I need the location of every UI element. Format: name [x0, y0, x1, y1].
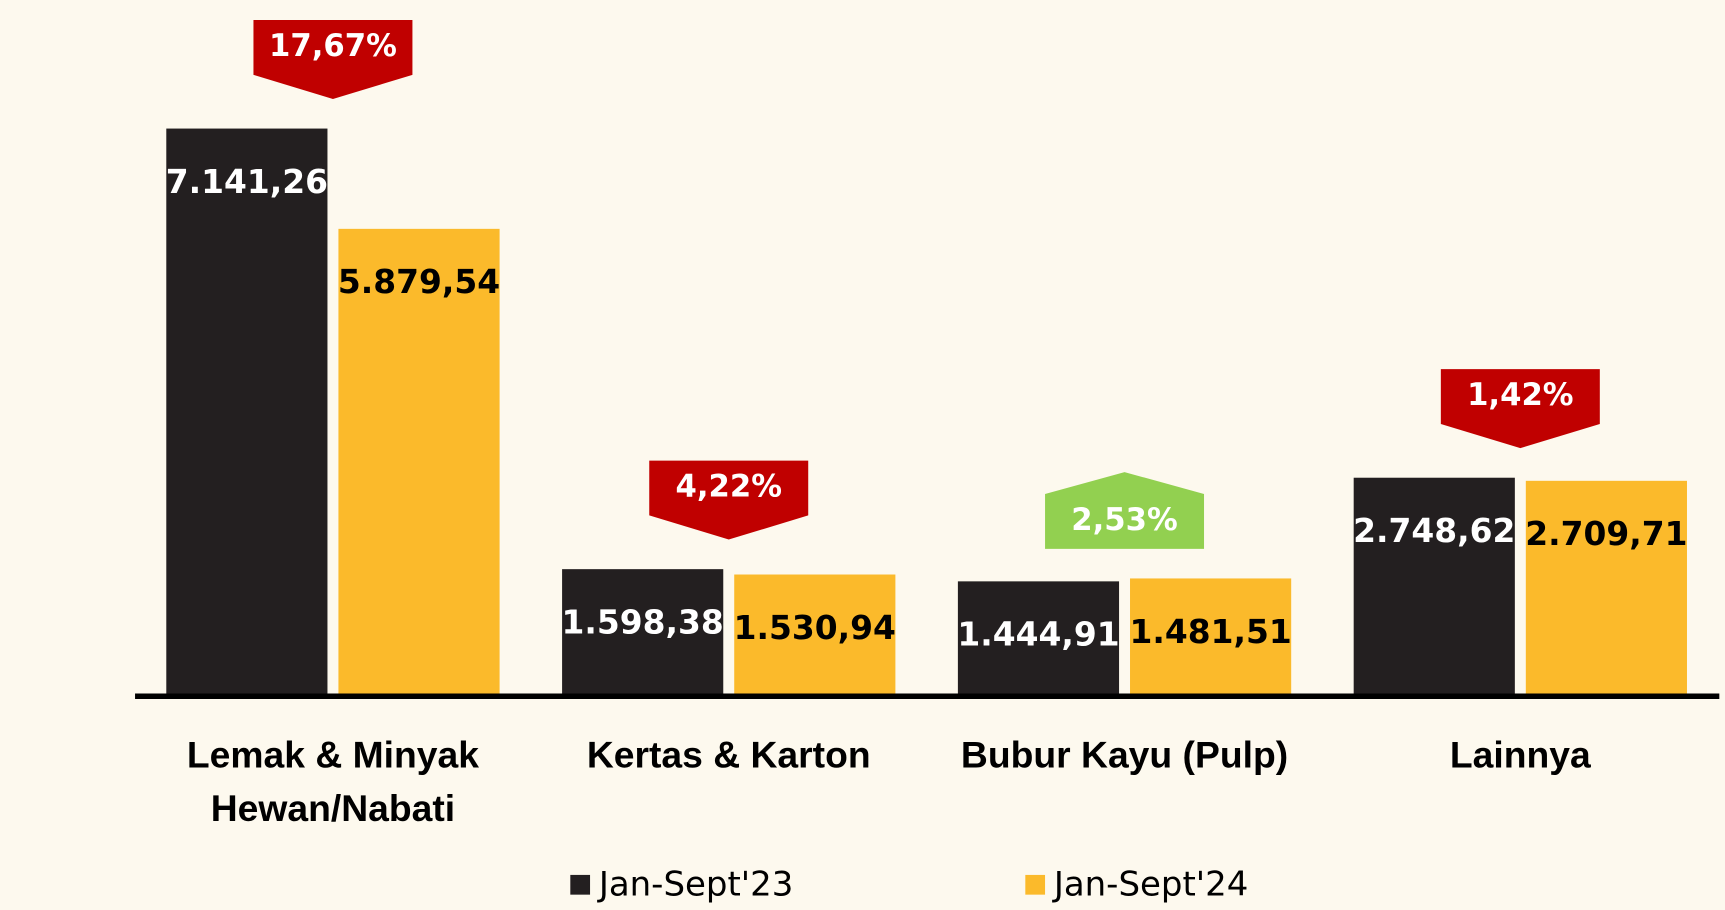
legend-label: Jan-Sept'24 — [1052, 864, 1249, 904]
value-label: 5.879,54 — [338, 262, 500, 301]
x-tick-label-box: Lainnya — [1449, 734, 1591, 777]
change-arrow — [649, 460, 809, 540]
x-tick-label: Lainnya — [1449, 734, 1591, 777]
x-tick-label: Kertas & Karton — [586, 734, 871, 777]
legend-swatch — [1025, 874, 1046, 895]
value-label: 1.444,91 — [957, 615, 1119, 654]
x-tick-label-box: Bubur Kayu (Pulp) — [960, 734, 1289, 777]
change-label: 1,42% — [1467, 378, 1573, 413]
value-label: 2.748,62 — [1353, 511, 1515, 550]
bar — [957, 581, 1120, 697]
x-tick-label: Bubur Kayu (Pulp) — [960, 734, 1289, 777]
bar — [166, 128, 328, 697]
value-label: 7.141,26 — [166, 162, 328, 201]
x-tick-label-box: Kertas & Karton — [586, 734, 871, 777]
x-tick-label-box: Lemak & Minyak Hewan/Nabati — [186, 734, 480, 831]
value-label: 2.709,71 — [1525, 514, 1687, 553]
change-arrow — [1440, 369, 1600, 449]
legend-label: Jan-Sept'23 — [597, 864, 794, 904]
change-arrow — [253, 20, 413, 99]
bar — [562, 569, 724, 697]
change-label: 2,53% — [1071, 503, 1177, 538]
value-label: 1.530,94 — [734, 608, 896, 647]
bar — [734, 574, 896, 697]
bar — [1353, 477, 1515, 697]
change-label: 4,22% — [676, 470, 782, 505]
legend-swatch — [570, 874, 591, 895]
bar — [1525, 480, 1687, 697]
bar — [1130, 578, 1292, 697]
change-label: 17,67% — [269, 29, 397, 64]
bar — [338, 228, 500, 697]
x-tick-label: Lemak & Minyak Hewan/Nabati — [186, 734, 480, 831]
value-label: 1.598,38 — [562, 602, 724, 641]
change-arrow — [1045, 472, 1205, 549]
value-label: 1.481,51 — [1129, 612, 1291, 651]
